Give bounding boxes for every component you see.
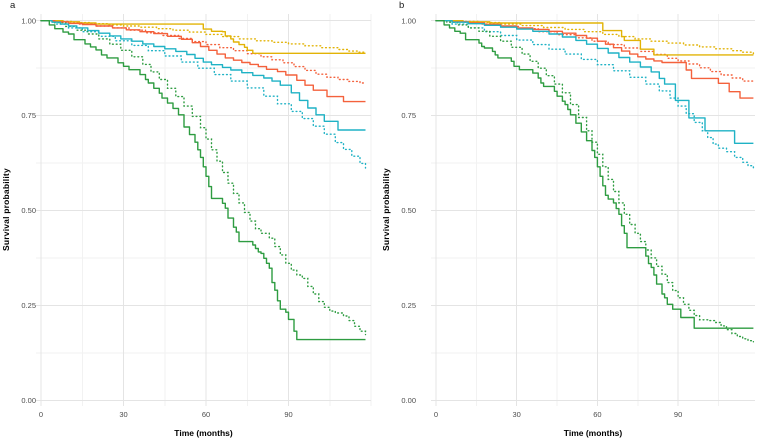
- svg-text:0.50: 0.50: [21, 206, 36, 215]
- svg-text:0: 0: [39, 410, 43, 419]
- svg-text:30: 30: [119, 410, 127, 419]
- svg-text:0.00: 0.00: [21, 396, 36, 405]
- svg-text:90: 90: [674, 410, 682, 419]
- x-axis-title: Time (months): [563, 428, 623, 438]
- km-plot-b: 1.00 0.75 0.50 0.25 0.00 0 30 60 90: [401, 14, 755, 419]
- svg-text:0.75: 0.75: [401, 111, 416, 120]
- svg-text:60: 60: [202, 410, 210, 419]
- panel-a-label: a: [10, 0, 16, 11]
- x-axis-title: Time (months): [174, 428, 233, 438]
- svg-text:0.25: 0.25: [21, 301, 36, 310]
- svg-text:90: 90: [284, 410, 292, 419]
- svg-text:0: 0: [434, 410, 438, 419]
- svg-text:0.75: 0.75: [21, 111, 36, 120]
- panel-a: a Survival probability 1.00 0.75 0.50 0.25 0…: [1, 0, 372, 438]
- km-plot-a: 1.00 0.75 0.50 0.25 0.000 30 60 90: [21, 14, 372, 419]
- svg-text:1.00: 1.00: [21, 16, 36, 25]
- svg-text:0.25: 0.25: [401, 301, 416, 310]
- panel-b: b Survival probability 1.00 0.75 0.50 0.25 0…: [380, 0, 759, 442]
- panel-b-label: b: [399, 0, 405, 11]
- svg-text:1.00: 1.00: [401, 16, 416, 25]
- svg-text:0.00: 0.00: [401, 396, 416, 405]
- svg-text:30: 30: [513, 410, 521, 419]
- svg-text:0.50: 0.50: [401, 206, 416, 215]
- svg-text:60: 60: [593, 410, 601, 419]
